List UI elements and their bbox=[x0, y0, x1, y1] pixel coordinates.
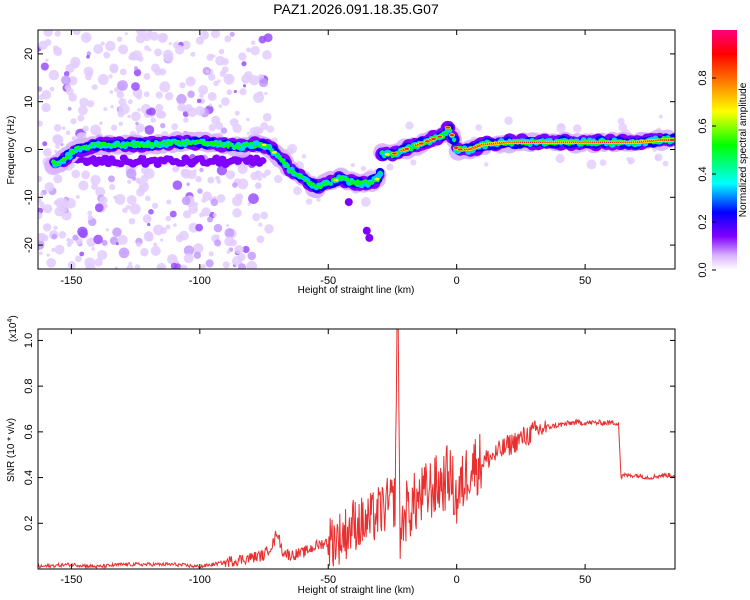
colorbar-label: Normalized spectral amplitude bbox=[738, 82, 749, 217]
spectrogram-heatmap bbox=[38, 30, 675, 269]
colorbar-tick-label-4: 0.8 bbox=[697, 70, 709, 85]
snr-y-ticks: 0.2 0.4 0.6 0.8 1.0 bbox=[23, 333, 675, 531]
snr-y-axis-label: SNR (10 * v/v) bbox=[6, 418, 17, 482]
snr-panel: -150 -100 -50 0 50 0.2 0.4 0.6 0.8 1.0 Height of… bbox=[6, 315, 676, 596]
colorbar-tick-label-1: 0.2 bbox=[697, 214, 709, 229]
spectrogram-y-tick-label-4: 20 bbox=[23, 48, 35, 60]
spectrogram-y-tick-label-3: 10 bbox=[23, 96, 35, 108]
spectrogram-x-tick-label-1: -100 bbox=[189, 275, 211, 287]
spectrogram-y-tick-label-1: -10 bbox=[23, 189, 35, 205]
snr-scale-prefix: (x10 bbox=[8, 322, 19, 342]
snr-x-tick-label-2: -50 bbox=[320, 574, 336, 586]
spectrogram-x-tick-label-4: 50 bbox=[579, 275, 591, 287]
snr-x-tick-label-1: -100 bbox=[189, 574, 211, 586]
spectrogram-x-axis-label: Height of straight line (km) bbox=[298, 285, 415, 296]
snr-y-tick-label-4: 1.0 bbox=[23, 333, 35, 348]
spectrogram-x-tick-label-3: 0 bbox=[454, 275, 460, 287]
spectrogram-x-tick-label-2: -50 bbox=[320, 275, 336, 287]
snr-scale-exponent: 4 bbox=[7, 319, 14, 323]
snr-y-tick-label-2: 0.6 bbox=[23, 424, 35, 439]
snr-frame bbox=[37, 328, 676, 570]
spectrogram-y-ticks: -20 -10 0 10 20 bbox=[23, 48, 675, 253]
svg-text:(x104): (x104) bbox=[7, 315, 19, 342]
snr-x-tick-label-0: -150 bbox=[60, 574, 82, 586]
snr-x-axis-label: Height of straight line (km) bbox=[298, 585, 415, 596]
snr-plot-area bbox=[38, 329, 675, 569]
colorbar-ticks: 0.0 0.2 0.4 0.6 0.8 bbox=[697, 70, 716, 278]
snr-x-tick-label-4: 50 bbox=[579, 574, 591, 586]
spectrogram-x-tick-label-0: -150 bbox=[60, 275, 82, 287]
snr-x-ticks: -150 -100 -50 0 50 bbox=[60, 329, 591, 586]
spectrogram-y-tick-label-0: -20 bbox=[23, 237, 35, 253]
colorbar-tick-label-2: 0.4 bbox=[697, 166, 709, 181]
spectrogram-x-ticks: -150 -100 -50 0 50 bbox=[60, 30, 591, 287]
colorbar-tick-label-0: 0.0 bbox=[697, 262, 709, 277]
spectrogram-y-tick-label-2: 0 bbox=[23, 146, 35, 152]
snr-y-tick-label-0: 0.2 bbox=[23, 516, 35, 531]
snr-series-line bbox=[38, 329, 675, 569]
snr-scale-note: (x104) bbox=[7, 315, 19, 342]
colorbar-gradient bbox=[712, 30, 737, 270]
colorbar: 0.0 0.2 0.4 0.6 0.8 Normalized spectral ampl… bbox=[697, 30, 749, 278]
snr-x-tick-label-3: 0 bbox=[454, 574, 460, 586]
colorbar-tick-label-3: 0.6 bbox=[697, 118, 709, 133]
snr-y-tick-label-3: 0.8 bbox=[23, 378, 35, 393]
spectrogram-y-axis-label: Frequency (Hz) bbox=[6, 116, 17, 185]
figure-title: PAZ1.2026.091.18.35.G07 bbox=[273, 1, 439, 17]
snr-y-tick-label-1: 0.4 bbox=[23, 470, 35, 485]
